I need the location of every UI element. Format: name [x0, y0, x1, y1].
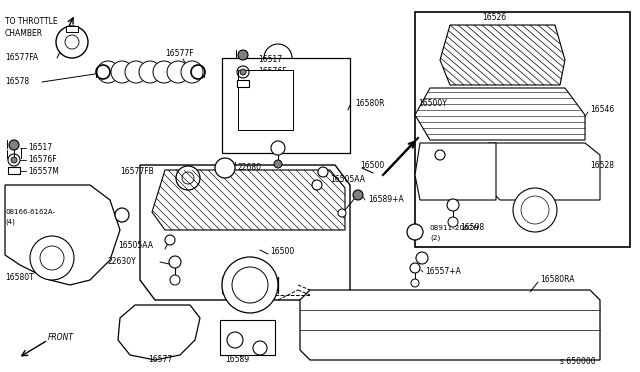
Circle shape — [407, 224, 423, 240]
Circle shape — [182, 172, 194, 184]
Text: 16577FA: 16577FA — [5, 52, 38, 61]
Circle shape — [9, 140, 19, 150]
Text: (4): (4) — [5, 219, 15, 225]
Circle shape — [416, 252, 428, 264]
Circle shape — [165, 235, 175, 245]
Circle shape — [30, 236, 74, 280]
Circle shape — [222, 257, 278, 313]
Text: 16500: 16500 — [270, 247, 294, 257]
Text: N: N — [411, 230, 415, 234]
Circle shape — [253, 341, 267, 355]
Text: 16557+A: 16557+A — [425, 267, 461, 276]
Text: B: B — [118, 212, 122, 218]
Polygon shape — [118, 305, 200, 360]
Text: 16528: 16528 — [590, 160, 614, 170]
Circle shape — [65, 35, 79, 49]
Circle shape — [448, 217, 458, 227]
Text: 16589+A: 16589+A — [368, 196, 404, 205]
Text: 16517: 16517 — [28, 144, 52, 153]
Text: 16580T: 16580T — [5, 273, 34, 282]
Text: 16500Y: 16500Y — [418, 99, 447, 108]
Bar — [238, 70, 293, 130]
Text: 16576F: 16576F — [258, 67, 287, 77]
Text: 16589: 16589 — [225, 356, 249, 365]
Text: 16557M: 16557M — [28, 167, 59, 176]
Text: 16576F: 16576F — [28, 155, 56, 164]
Text: s 650000: s 650000 — [560, 357, 596, 366]
Polygon shape — [5, 185, 120, 285]
Bar — [222, 58, 350, 153]
Circle shape — [240, 69, 246, 75]
Circle shape — [521, 196, 549, 224]
Circle shape — [513, 188, 557, 232]
Circle shape — [111, 61, 133, 83]
Bar — [237, 80, 249, 87]
Circle shape — [227, 332, 243, 348]
Circle shape — [181, 61, 203, 83]
Text: 08911-2062H: 08911-2062H — [430, 225, 480, 231]
Text: 16500: 16500 — [360, 160, 384, 170]
Circle shape — [447, 199, 459, 211]
Text: 16546: 16546 — [590, 106, 614, 115]
Text: 22630Y: 22630Y — [107, 257, 136, 266]
Text: 16580R: 16580R — [355, 99, 385, 108]
Text: 16598: 16598 — [460, 224, 484, 232]
Text: TO THROTTLE: TO THROTTLE — [5, 17, 58, 26]
Text: 16517: 16517 — [258, 55, 282, 64]
Circle shape — [232, 267, 268, 303]
Circle shape — [353, 190, 363, 200]
Text: CHAMBER: CHAMBER — [5, 29, 43, 38]
Circle shape — [170, 275, 180, 285]
Bar — [415, 12, 630, 247]
Polygon shape — [140, 165, 350, 300]
Polygon shape — [152, 170, 345, 230]
Bar — [66, 26, 78, 32]
Circle shape — [139, 61, 161, 83]
Text: 16577: 16577 — [148, 356, 172, 365]
Circle shape — [97, 61, 119, 83]
Circle shape — [40, 246, 64, 270]
Polygon shape — [415, 143, 496, 200]
Circle shape — [167, 61, 189, 83]
Text: 16505AA: 16505AA — [330, 176, 365, 185]
Text: 16577F: 16577F — [165, 49, 194, 58]
Circle shape — [169, 256, 181, 268]
Circle shape — [56, 26, 88, 58]
Circle shape — [176, 166, 200, 190]
Circle shape — [125, 61, 147, 83]
Text: 16557M: 16557M — [258, 80, 289, 89]
Circle shape — [410, 263, 420, 273]
Circle shape — [153, 61, 175, 83]
Bar — [8, 167, 20, 174]
Circle shape — [215, 158, 235, 178]
Text: 16578: 16578 — [5, 77, 29, 87]
Circle shape — [411, 279, 419, 287]
Circle shape — [435, 150, 445, 160]
Circle shape — [312, 180, 322, 190]
Text: 16505AA: 16505AA — [118, 241, 153, 250]
Circle shape — [115, 208, 129, 222]
Text: 16577FB: 16577FB — [120, 167, 154, 176]
Circle shape — [318, 167, 328, 177]
Text: FRONT: FRONT — [48, 333, 74, 341]
Text: 16580RA: 16580RA — [540, 276, 575, 285]
Text: (2): (2) — [430, 235, 440, 241]
Circle shape — [238, 50, 248, 60]
Polygon shape — [300, 290, 600, 360]
Text: 22680: 22680 — [238, 164, 262, 173]
Polygon shape — [488, 143, 600, 200]
Text: 16526: 16526 — [482, 13, 506, 22]
Bar — [220, 320, 275, 355]
Text: 08166-6162A-: 08166-6162A- — [5, 209, 55, 215]
Circle shape — [11, 157, 17, 163]
Circle shape — [338, 209, 346, 217]
Circle shape — [274, 160, 282, 168]
Polygon shape — [415, 88, 585, 140]
Polygon shape — [440, 25, 565, 85]
Circle shape — [271, 141, 285, 155]
